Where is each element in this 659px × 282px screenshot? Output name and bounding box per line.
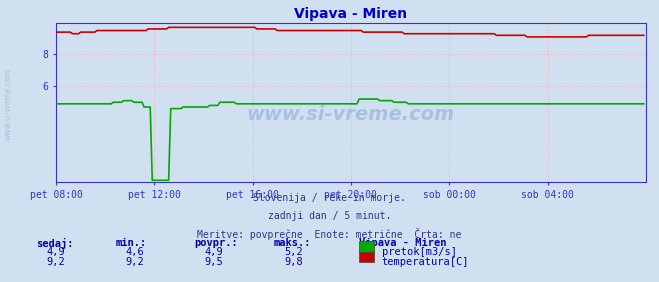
Text: www.si-vreme.com: www.si-vreme.com — [3, 69, 13, 140]
Text: sedaj:: sedaj: — [36, 238, 74, 249]
Text: 9,5: 9,5 — [205, 257, 223, 267]
Text: 4,9: 4,9 — [47, 247, 65, 257]
Text: min.:: min.: — [115, 238, 146, 248]
Text: 9,2: 9,2 — [126, 257, 144, 267]
Text: Slovenija / reke in morje.: Slovenija / reke in morje. — [253, 193, 406, 203]
Text: 5,2: 5,2 — [284, 247, 302, 257]
Text: 4,6: 4,6 — [126, 247, 144, 257]
Text: 9,8: 9,8 — [284, 257, 302, 267]
Text: Vipava - Miren: Vipava - Miren — [359, 238, 447, 248]
Text: maks.:: maks.: — [273, 238, 311, 248]
Text: temperatura[C]: temperatura[C] — [382, 257, 469, 267]
Text: povpr.:: povpr.: — [194, 238, 238, 248]
Text: zadnji dan / 5 minut.: zadnji dan / 5 minut. — [268, 211, 391, 221]
Title: Vipava - Miren: Vipava - Miren — [295, 7, 407, 21]
Text: pretok[m3/s]: pretok[m3/s] — [382, 247, 457, 257]
Text: 9,2: 9,2 — [47, 257, 65, 267]
Text: 4,9: 4,9 — [205, 247, 223, 257]
Text: Meritve: povprečne  Enote: metrične  Črta: ne: Meritve: povprečne Enote: metrične Črta:… — [197, 228, 462, 240]
Text: www.si-vreme.com: www.si-vreme.com — [246, 105, 455, 124]
